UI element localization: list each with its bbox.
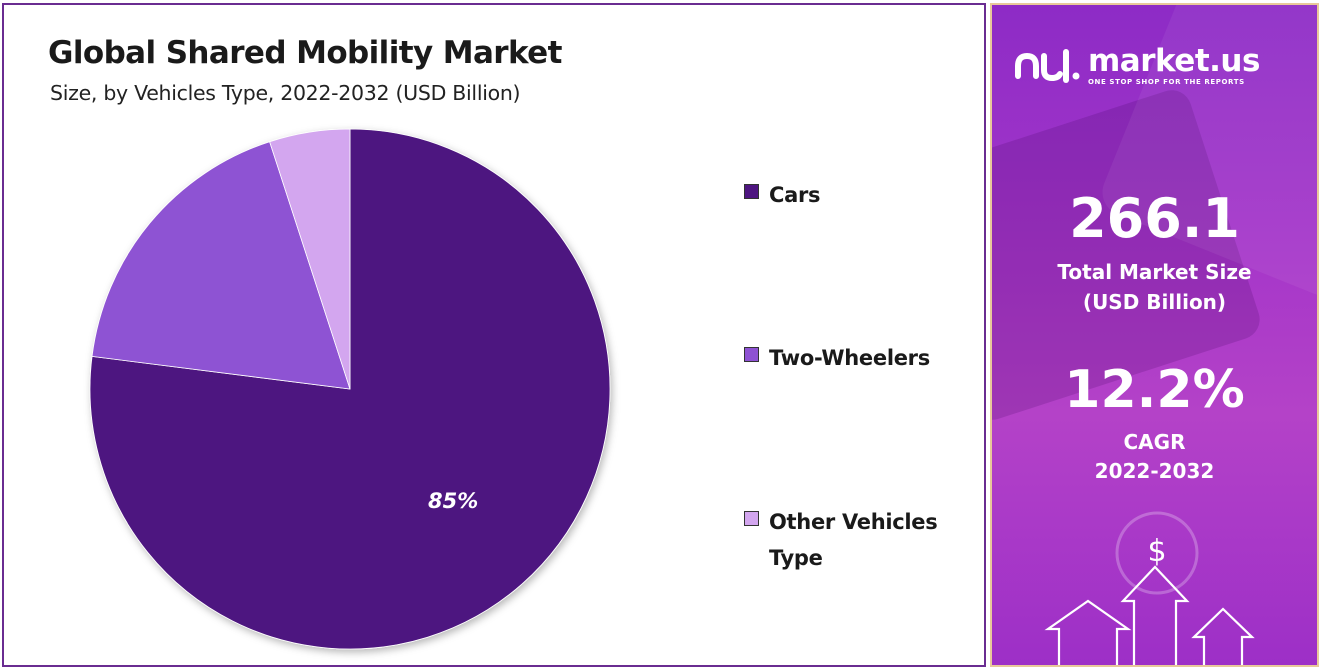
cagr-period: 2022-2032 xyxy=(1094,459,1215,483)
cagr-label: CAGR xyxy=(1123,430,1186,454)
summary-panel: market.us ONE STOP SHOP FOR THE REPORTS … xyxy=(990,3,1319,667)
legend-label-other-vehicles: Other Vehicles Type xyxy=(769,510,938,570)
pie-slice-two-wheelers xyxy=(91,141,351,390)
chart-title: Global Shared Mobility Market xyxy=(48,35,562,71)
arrow-up-icon xyxy=(1044,599,1132,665)
legend-label-cars: Cars xyxy=(769,183,821,207)
arrow-up-icon xyxy=(1191,607,1255,665)
legend-swatch-cars xyxy=(744,184,759,199)
chart-subtitle: Size, by Vehicles Type, 2022-2032 (USD B… xyxy=(50,81,521,105)
legend-label-two-wheelers: Two-Wheelers xyxy=(769,346,930,370)
legend-item-two-wheelers: Two-Wheelers xyxy=(744,340,979,376)
legend-item-cars: Cars xyxy=(744,177,979,213)
growth-arrows-illustration: $ xyxy=(1044,511,1255,665)
legend-swatch-other-vehicles xyxy=(744,511,759,526)
legend-item-other-vehicles: Other Vehicles Type xyxy=(744,504,979,576)
chart-panel: Global Shared Mobility Market Size, by V… xyxy=(2,3,986,667)
market-size-label: Total Market Size xyxy=(1057,260,1252,284)
brand-logo: market.us ONE STOP SHOP FOR THE REPORTS xyxy=(1014,45,1260,86)
pie-slice-other-vehicles-type xyxy=(269,128,351,390)
brand-name: market.us xyxy=(1088,43,1260,79)
cagr-value: 12.2% xyxy=(1064,360,1245,420)
pie-chart: 85% xyxy=(89,128,611,650)
dollar-icon: $ xyxy=(1147,534,1166,569)
pie-data-label-cars: 85% xyxy=(428,489,478,513)
market-size-value: 266.1 xyxy=(1069,187,1240,250)
brand-tagline: ONE STOP SHOP FOR THE REPORTS xyxy=(1088,78,1245,86)
legend-swatch-two-wheelers xyxy=(744,347,759,362)
coin-icon xyxy=(1115,511,1199,595)
arrow-up-icon xyxy=(1120,565,1190,665)
market-size-unit: (USD Billion) xyxy=(1082,290,1227,314)
market-us-logo-icon xyxy=(1015,48,1080,83)
